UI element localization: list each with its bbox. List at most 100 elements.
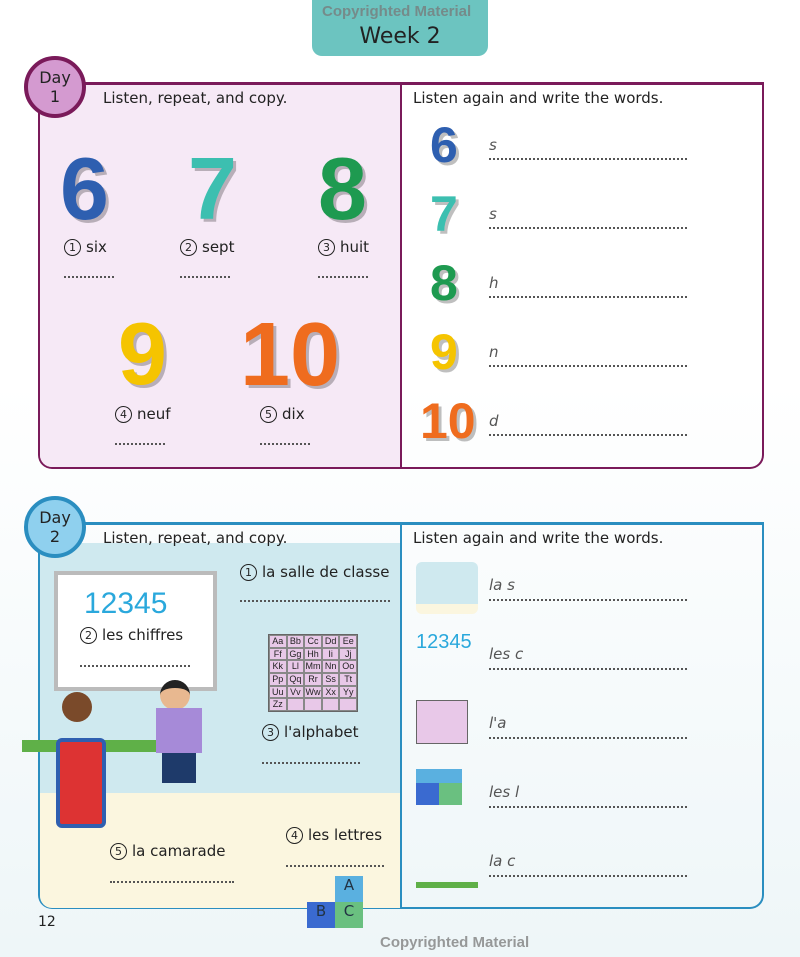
number-label: 5 dix [260, 405, 305, 423]
number-label: 2 sept [180, 238, 234, 256]
alphabet-cell [321, 698, 340, 711]
copy-line[interactable] [64, 276, 114, 278]
teacher-head-icon [160, 680, 190, 710]
hint: h [489, 274, 499, 292]
answer-line[interactable] [489, 365, 687, 367]
hint: les c [489, 645, 524, 663]
answer-line[interactable] [489, 599, 687, 601]
alphabet-cell: Ww [304, 685, 322, 699]
alphabet-cell: Mm [304, 660, 322, 673]
classmates-thumb-icon [416, 838, 478, 888]
copy-line[interactable] [110, 881, 234, 883]
copy-line[interactable] [80, 665, 190, 667]
week-title: Week 2 [359, 24, 441, 49]
alphabet-cell: Cc [304, 635, 322, 648]
copy-line[interactable] [262, 762, 360, 764]
item-label: 3 l'alphabet [262, 723, 359, 741]
alphabet-cell: Ll [286, 660, 305, 673]
hint: d [489, 412, 499, 430]
day2-instruction-left: Listen, repeat, and copy. [103, 529, 288, 547]
item-label: 5 la camarade [110, 842, 225, 860]
hint: les l [489, 783, 520, 801]
alphabet-cell: Gg [286, 647, 305, 661]
day1-instruction-right: Listen again and write the words. [413, 89, 664, 107]
alphabet-cell: Vv [286, 685, 305, 699]
alphabet-cell: Jj [339, 647, 357, 661]
watermark: Copyrighted Material [322, 3, 472, 20]
number-2: 8 [318, 139, 367, 238]
number-4: 10 [240, 305, 341, 405]
alphabet-cell [286, 698, 305, 711]
hint: s [489, 136, 497, 154]
copy-line[interactable] [318, 276, 368, 278]
copy-line[interactable] [180, 276, 230, 278]
alphabet-cell: Rr [304, 672, 322, 686]
letter-block: C [335, 902, 363, 928]
number-label: 1 six [64, 238, 107, 256]
alphabet-cell: Dd [321, 635, 340, 648]
classroom-thumb-icon [416, 562, 478, 614]
item-label: 1 la salle de classe [240, 563, 389, 581]
week-tab: Week 2 [312, 0, 488, 56]
item-label: 2 les chiffres [80, 626, 183, 644]
number-small: 8 [430, 255, 458, 311]
alphabet-cell: Oo [339, 660, 357, 673]
alphabet-cell: Pp [269, 672, 287, 686]
item-label: 4 les lettres [286, 826, 382, 844]
alphabet-cell: Kk [269, 660, 287, 673]
answer-line[interactable] [489, 158, 687, 160]
alphabet-cell: Ii [321, 647, 340, 661]
copy-line[interactable] [260, 443, 310, 445]
answer-line[interactable] [489, 737, 687, 739]
answer-line[interactable] [489, 227, 687, 229]
number-0: 6 [60, 139, 109, 238]
alphabet-cell: Ss [321, 672, 340, 686]
chair-icon [56, 738, 106, 828]
alphabet-cell: Qq [286, 672, 305, 686]
copy-line[interactable] [286, 865, 384, 867]
day1-badge: Day 1 [24, 56, 86, 118]
alphabet-thumb-icon [416, 700, 468, 744]
number-small: 9 [430, 324, 458, 380]
alphabet-chart: Aa Bb Cc Dd Ee Ff Gg Hh Ii Jj Kk Ll Mm Nn Oo Pp Qq Rr Ss Tt… [268, 634, 358, 712]
hint: l'a [489, 714, 507, 732]
number-label: 3 huit [318, 238, 369, 256]
letter-block: A [335, 876, 363, 902]
copy-line[interactable] [240, 600, 390, 602]
alphabet-cell: Aa [269, 635, 287, 648]
number-small: 7 [430, 186, 458, 242]
day1-instruction-left: Listen, repeat, and copy. [103, 89, 288, 107]
alphabet-cell: Hh [304, 647, 322, 661]
blocks-thumb-icon [416, 769, 462, 805]
alphabet-cell: Ff [269, 647, 287, 661]
number-small: 10 [420, 393, 476, 449]
copy-line[interactable] [115, 443, 165, 445]
alphabet-cell: Xx [321, 685, 340, 699]
answer-line[interactable] [489, 434, 687, 436]
classmate-icon [62, 692, 92, 722]
number-small: 6 [430, 117, 458, 173]
alphabet-cell: Tt [339, 672, 357, 686]
number-label: 4 neuf [115, 405, 171, 423]
number-3: 9 [118, 304, 167, 403]
board-numbers: 12345 [84, 587, 168, 620]
alphabet-cell: Yy [339, 685, 357, 699]
alphabet-cell: Ee [339, 635, 357, 648]
answer-line[interactable] [489, 296, 687, 298]
day2-badge: Day 2 [24, 496, 86, 558]
answer-line[interactable] [489, 668, 687, 670]
answer-line[interactable] [489, 806, 687, 808]
numbers-thumb: 12345 [416, 631, 472, 653]
alphabet-cell: Zz [269, 698, 287, 711]
alphabet-cell: Nn [321, 660, 340, 673]
letter-block: B [307, 902, 335, 928]
teacher-icon [156, 708, 202, 753]
alphabet-cell [339, 698, 357, 711]
hint: la c [489, 852, 516, 870]
alphabet-cell: Bb [286, 635, 305, 648]
page-number: 12 [38, 914, 56, 930]
answer-line[interactable] [489, 875, 687, 877]
hint: la s [489, 576, 515, 594]
alphabet-cell [304, 698, 322, 711]
hint: s [489, 205, 497, 223]
